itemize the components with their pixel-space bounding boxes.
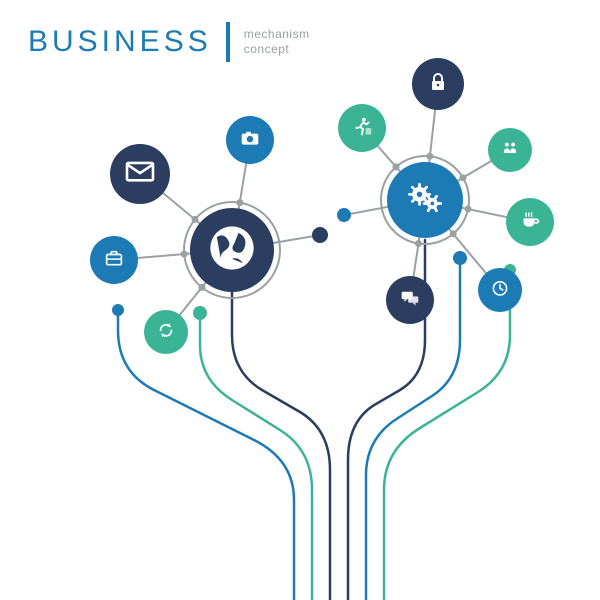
infographic-canvas: BUSINESS mechanism concept [0,0,600,600]
node-lock [412,58,464,110]
node-chat [386,276,434,324]
node-clock [478,268,522,312]
node-people [488,128,532,172]
globe-icon [206,222,258,279]
hub-globe [190,208,274,292]
coffee-icon [519,209,541,236]
briefcase-icon [103,247,125,274]
gears-icon [403,176,447,225]
node-dot-right [312,227,328,243]
node-coffee [506,198,554,246]
lock-icon [426,70,450,99]
node-dot-left [337,208,351,222]
hub-gears [387,162,463,238]
node-briefcase [90,236,138,284]
node-mail [110,144,170,204]
node-refresh [144,310,188,354]
refresh-icon [157,321,176,344]
people-icon [501,139,520,162]
node-camera [226,116,274,164]
clock-icon [491,279,510,302]
chat-icon [399,287,421,314]
mail-icon [123,154,158,194]
camera-icon [239,127,261,154]
node-runner [338,104,386,152]
runner-icon [351,115,373,142]
